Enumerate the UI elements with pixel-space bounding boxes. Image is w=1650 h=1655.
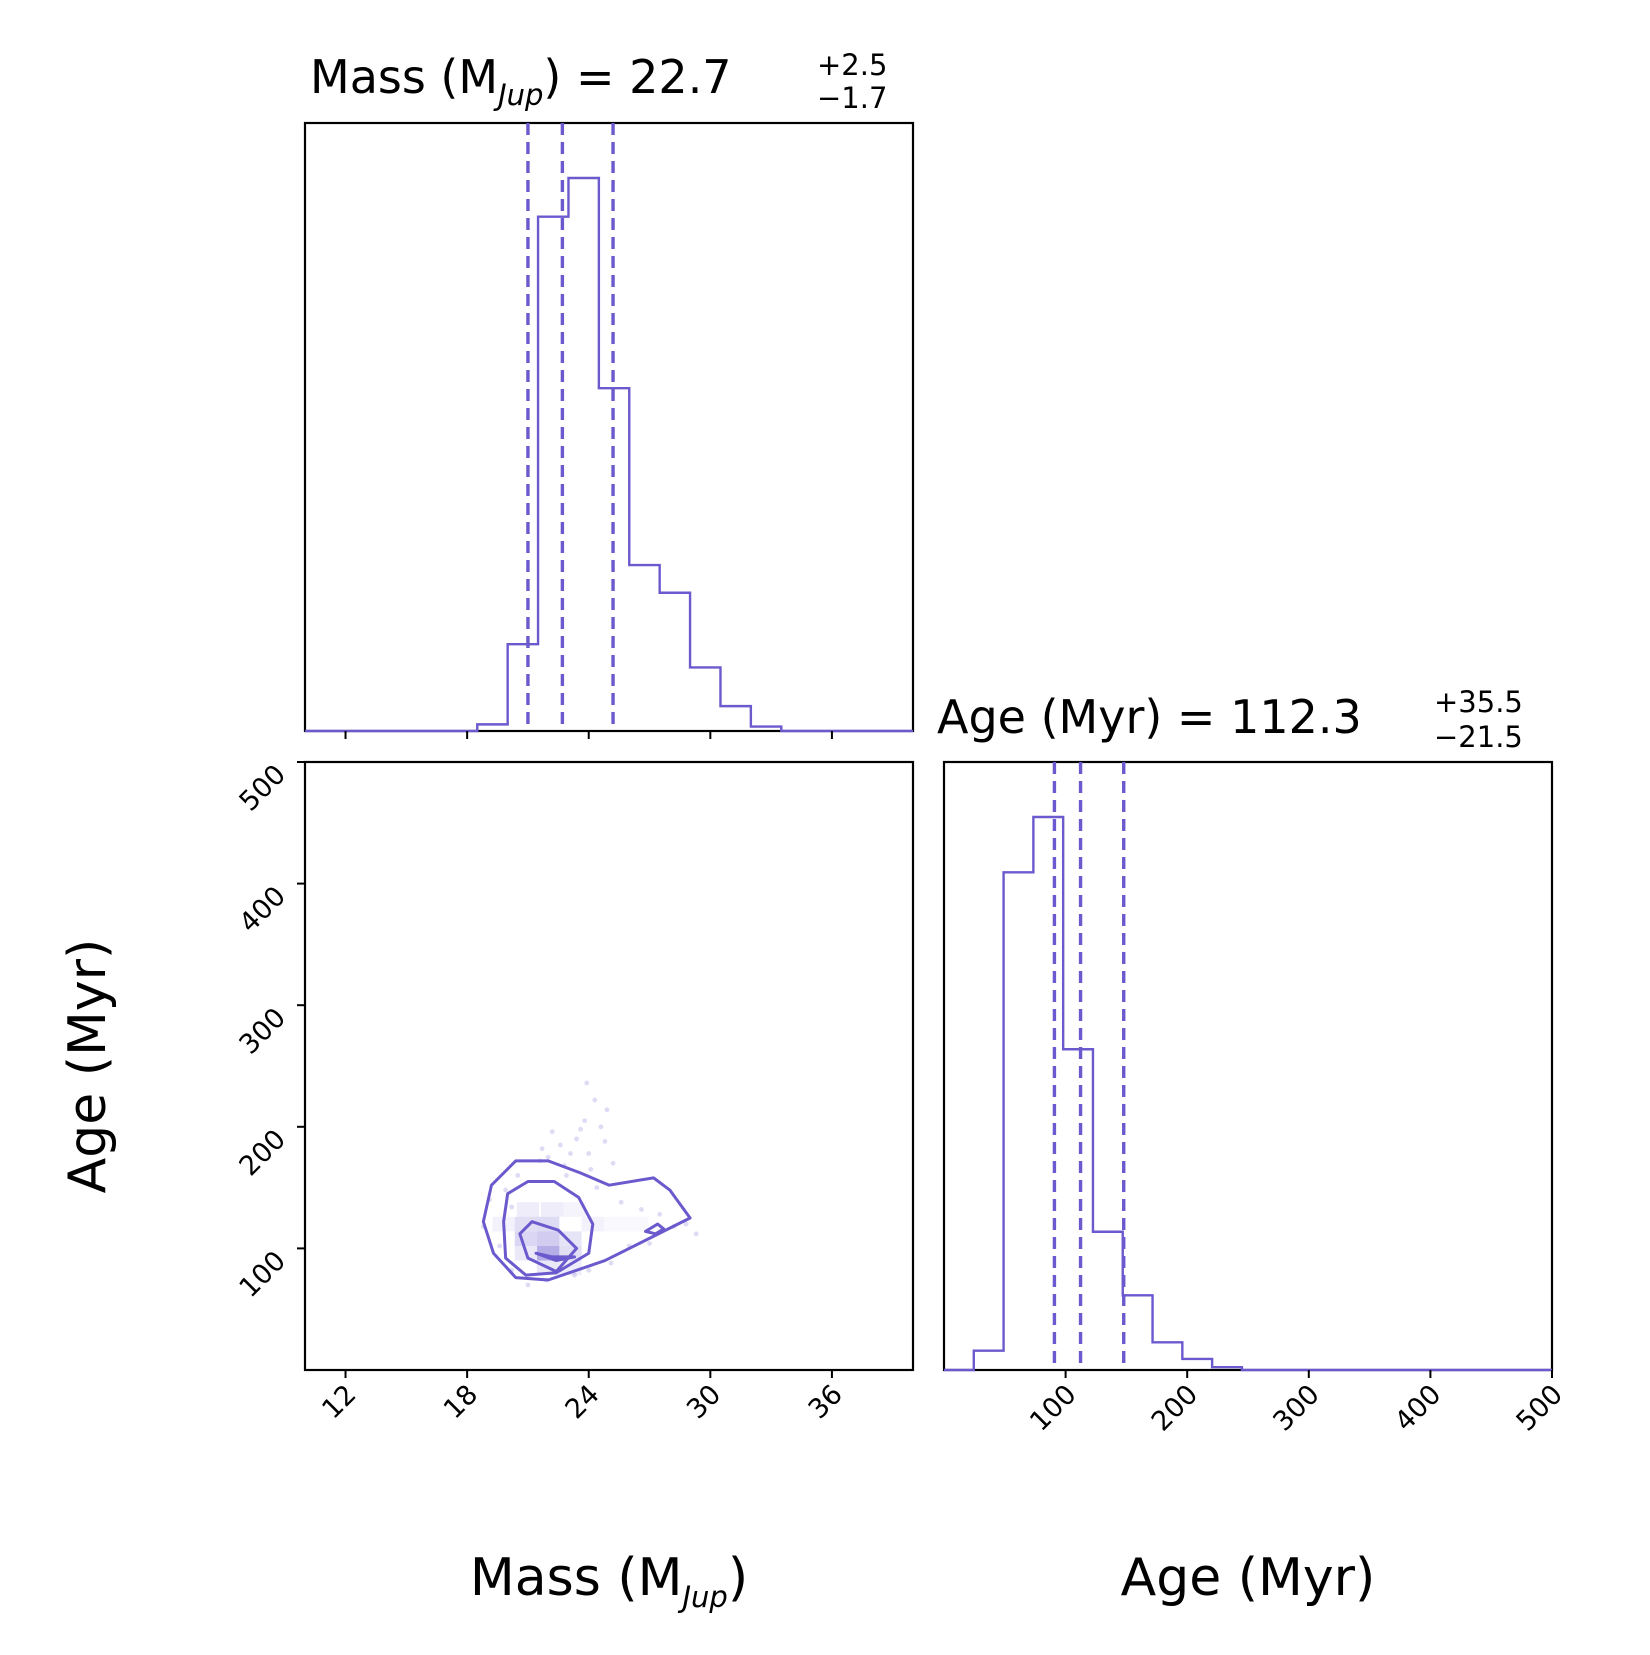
density-cell-10	[541, 1202, 564, 1217]
age-x-tick-label-4: 500	[1511, 1379, 1569, 1437]
sample-point-31	[594, 1185, 600, 1190]
sample-point-26	[683, 1221, 689, 1227]
sample-point-9	[602, 1138, 608, 1144]
sample-point-33	[509, 1204, 515, 1210]
density-cell-1	[537, 1231, 560, 1246]
age-hist-title: Age (Myr) = 112.3	[937, 690, 1362, 744]
mass-x-tick-label-1: 18	[438, 1379, 484, 1425]
mass-axis-label-sub: Jup	[677, 1580, 727, 1614]
age-y-tick-label-2: 300	[234, 1002, 292, 1060]
sample-point-0	[582, 1118, 588, 1124]
age-y-tick-label-3: 400	[234, 881, 292, 939]
age-title-plus: +35.5	[1434, 685, 1523, 719]
mass-x-tick-label-2: 24	[559, 1379, 605, 1425]
sample-point-35	[586, 1267, 592, 1273]
sample-point-15	[515, 1173, 521, 1178]
sample-point-11	[584, 1080, 590, 1086]
sample-point-19	[497, 1243, 502, 1249]
mass-title-sub: Jup	[493, 78, 543, 112]
sample-point-28	[639, 1207, 644, 1212]
sample-point-32	[564, 1173, 569, 1178]
mass-title-suffix: ) = 22.7	[543, 50, 731, 104]
sample-point-21	[572, 1272, 577, 1278]
sample-point-27	[693, 1231, 699, 1237]
sample-point-12	[604, 1107, 610, 1113]
mass-x-tick-label-3: 30	[681, 1379, 727, 1425]
sample-point-7	[539, 1146, 545, 1152]
age-hist-panel	[942, 760, 1554, 1372]
age-y-axis-label: Age (Myr)	[58, 939, 118, 1194]
axis-ticks: 12 18 24 30 36 100 100 200 200 300 300 400 400 500 500	[234, 731, 1569, 1437]
contour-level-3	[481, 1159, 692, 1282]
sample-point-24	[647, 1241, 652, 1246]
sample-point-2	[598, 1124, 604, 1130]
age-x-tick-label-2: 300	[1267, 1379, 1325, 1437]
mass-axis-label: Mass (MJup)	[470, 1548, 748, 1614]
mass-x-tick-label-0: 12	[316, 1379, 362, 1425]
age-x-tick-label-3: 400	[1389, 1379, 1447, 1437]
sample-point-3	[574, 1136, 579, 1142]
density-cell-11	[563, 1202, 586, 1217]
contour-level-4	[643, 1222, 666, 1236]
mass-hist-panel	[303, 121, 915, 733]
mass-hist-title: Mass (MJup) = 22.7	[310, 50, 732, 112]
sample-point-39	[545, 1154, 551, 1160]
age-y-tick-label-1: 200	[234, 1124, 292, 1182]
mass-histogram	[305, 123, 913, 733]
age-histogram	[944, 762, 1552, 1372]
sample-point-5	[586, 1151, 592, 1156]
age-title-minus: −21.5	[1434, 720, 1523, 754]
sample-point-1	[592, 1097, 598, 1103]
age-x-axis-label: Age (Myr)	[1121, 1548, 1376, 1608]
age-y-tick-label-4: 500	[234, 759, 292, 817]
sample-point-16	[503, 1187, 509, 1193]
joint-panel	[303, 760, 915, 1372]
sample-point-38	[588, 1166, 594, 1172]
sample-point-37	[578, 1126, 584, 1132]
mass-axis-label-prefix: Mass (M	[470, 1548, 683, 1608]
contour-level-2	[502, 1180, 595, 1277]
sample-point-22	[608, 1260, 614, 1266]
mass-x-tick-label-4: 36	[803, 1379, 849, 1425]
age-hist-steps	[944, 815, 1552, 1372]
joint-distribution	[480, 1080, 699, 1288]
sample-point-29	[618, 1199, 624, 1205]
sample-point-6	[610, 1160, 616, 1166]
mass-title-minus: −1.7	[817, 81, 887, 115]
sample-point-34	[525, 1282, 531, 1288]
mass-axis-label-suffix: )	[728, 1548, 748, 1608]
sample-point-30	[657, 1211, 663, 1217]
sample-point-10	[549, 1129, 555, 1135]
density-cell-12	[603, 1216, 627, 1232]
mass-hist-steps	[305, 176, 913, 733]
sample-point-8	[568, 1151, 573, 1156]
density-cell-9	[516, 1202, 540, 1217]
age-x-tick-label-0: 100	[1024, 1379, 1082, 1437]
mass-title-plus: +2.5	[817, 48, 887, 82]
density-cell-2	[514, 1231, 538, 1246]
sample-point-4	[557, 1142, 563, 1148]
mass-title-prefix: Mass (M	[310, 50, 498, 104]
age-x-tick-label-1: 200	[1146, 1379, 1204, 1437]
age-y-tick-label-0: 100	[234, 1245, 292, 1303]
density-cell-13	[626, 1216, 649, 1232]
